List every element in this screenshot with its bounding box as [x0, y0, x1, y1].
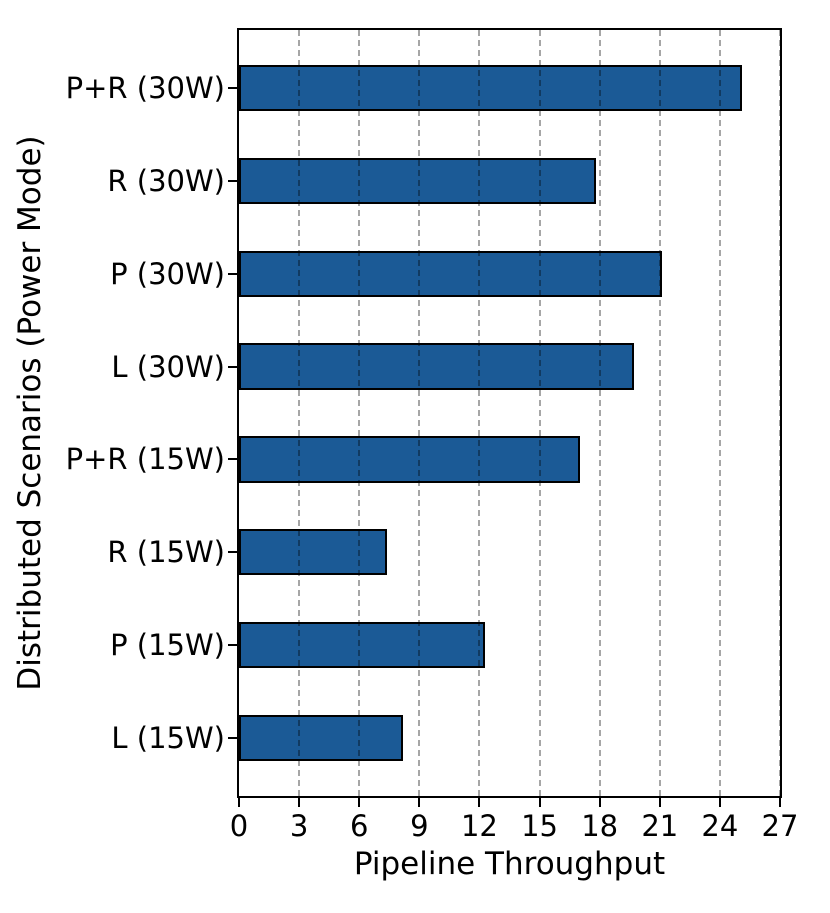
x-gridline: [358, 30, 361, 796]
x-tick-label: 27: [761, 809, 799, 843]
x-tick-label: 9: [410, 809, 429, 843]
x-gridline: [658, 30, 661, 796]
y-axis-title: Distributed Scenarios (Power Mode): [12, 135, 48, 691]
y-tick: [228, 87, 237, 90]
y-tick: [228, 458, 237, 461]
x-gridline: [478, 30, 481, 796]
y-tick-label: L (15W): [111, 720, 225, 755]
y-tick: [228, 551, 237, 554]
y-tick: [228, 644, 237, 647]
x-tick: [418, 798, 421, 807]
x-tick-label: 18: [581, 809, 619, 843]
x-tick: [538, 798, 541, 807]
bar-p+r-15w-: [239, 436, 580, 483]
x-gridline: [418, 30, 421, 796]
y-tick-label: P+R (15W): [65, 442, 225, 477]
y-tick-label: R (15W): [107, 535, 225, 570]
x-tick: [658, 798, 661, 807]
y-tick-label: L (30W): [111, 349, 225, 384]
y-tick: [228, 736, 237, 739]
x-tick-label: 21: [641, 809, 679, 843]
bar-p-15w-: [239, 621, 486, 669]
bar-r-15w-: [239, 529, 388, 576]
x-tick-label: 6: [349, 809, 369, 843]
x-tick-label: 0: [229, 809, 249, 843]
y-tick-label: P+R (30W): [65, 71, 225, 106]
x-tick-label: 15: [521, 809, 558, 843]
bar-l-15w-: [239, 714, 404, 762]
bar-p-30w-: [239, 250, 662, 297]
x-gridline: [538, 30, 541, 796]
x-gridline: [718, 30, 721, 796]
x-axis-title: Pipeline Throughput: [353, 846, 666, 882]
bar-p+r-30w-: [239, 64, 742, 112]
y-tick-label: R (30W): [107, 163, 225, 198]
x-tick-label: 24: [701, 809, 739, 843]
bar-r-30w-: [239, 157, 596, 205]
x-tick: [238, 798, 240, 807]
x-gridline: [598, 30, 601, 796]
plot-area: [237, 28, 782, 798]
x-tick-label: 12: [460, 809, 498, 843]
y-tick: [228, 179, 237, 182]
x-tick: [358, 798, 361, 807]
y-tick-label: P (30W): [110, 256, 225, 291]
x-tick: [478, 798, 481, 807]
x-tick-label: 3: [289, 809, 309, 843]
y-tick-label: P (15W): [110, 628, 225, 663]
x-tick: [298, 798, 301, 807]
x-tick: [718, 798, 721, 807]
x-tick: [598, 798, 601, 807]
y-tick: [228, 272, 237, 275]
y-tick: [228, 365, 237, 368]
x-gridline: [298, 30, 301, 796]
x-tick: [779, 798, 781, 807]
x-gridline: [779, 30, 781, 796]
bar-l-30w-: [239, 343, 634, 390]
